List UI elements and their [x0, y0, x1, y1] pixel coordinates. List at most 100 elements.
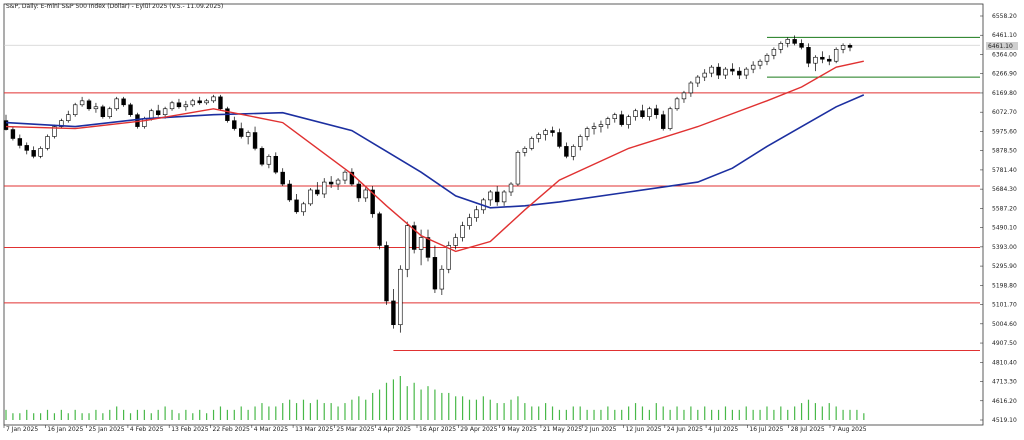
y-tick-label: 6266.90: [992, 71, 1017, 78]
candle-up: [840, 45, 846, 50]
candle-up: [301, 203, 306, 213]
y-axis: 6558.206461.106364.006266.906169.806072.…: [980, 13, 1017, 424]
candle-up: [266, 156, 272, 165]
candle-down: [377, 213, 382, 246]
candle-down: [792, 39, 797, 44]
y-tick-label: 5781.40: [992, 167, 1017, 174]
candle-up: [536, 134, 541, 139]
chart-title: S&P, Daily: E-mini S&P 500 Index (Dollar…: [6, 3, 223, 10]
y-tick-label: 4810.40: [992, 359, 1017, 366]
y-tick-label: 4519.10: [992, 417, 1017, 424]
candle-down: [176, 102, 182, 108]
horizontal-levels: [4, 36, 980, 351]
candle-down: [273, 156, 279, 173]
x-tick-label: 13 Mar 2025: [295, 426, 333, 433]
y-tick-label: 5101.70: [992, 302, 1017, 309]
candle-down: [252, 132, 258, 149]
candle-up: [405, 225, 410, 270]
candle-up: [114, 98, 119, 110]
last-price-label: 6461.10: [988, 43, 1013, 50]
candle-down: [847, 45, 853, 48]
candle-down: [232, 120, 237, 129]
candle-down: [239, 128, 244, 137]
candle-up: [813, 56, 818, 64]
candle-up: [674, 98, 680, 110]
y-tick-label: 4907.50: [992, 340, 1017, 347]
candle-down: [411, 225, 417, 250]
candle-down: [384, 245, 389, 302]
candle-up: [598, 124, 604, 127]
candle-down: [328, 181, 334, 185]
candle-down: [564, 146, 569, 157]
x-tick-label: 25 Jan 2025: [89, 426, 125, 433]
candle-down: [17, 138, 23, 146]
x-tick-label: 13 Feb 2025: [171, 426, 209, 433]
candle-up: [162, 108, 168, 116]
candle-up: [93, 106, 99, 110]
candle-up: [467, 217, 472, 226]
candle-down: [155, 110, 161, 116]
candle-up: [785, 39, 790, 44]
candle-down: [31, 150, 36, 157]
y-tick-label: 6169.80: [992, 90, 1017, 97]
x-tick-label: 16 Jan 2025: [47, 426, 83, 433]
y-tick-label: 5878.50: [992, 148, 1017, 155]
x-tick-label: 2 Jun 2025: [584, 426, 616, 433]
candle-down: [391, 300, 396, 326]
candle-up: [543, 130, 548, 135]
candle-up: [474, 209, 479, 219]
x-tick-label: 4 Jul 2025: [708, 426, 738, 433]
x-tick-label: 25 Mar 2025: [336, 426, 374, 433]
candle-down: [425, 237, 431, 258]
candle-down: [799, 43, 804, 48]
candle-down: [640, 110, 645, 117]
x-tick-label: 7 Aug 2025: [832, 426, 867, 433]
candle-up: [363, 189, 368, 199]
candle-up: [460, 225, 465, 238]
candle-up: [211, 96, 216, 102]
y-tick-label: 5393.00: [992, 244, 1017, 251]
candle-down: [315, 189, 320, 195]
y-tick-label: 5975.60: [992, 128, 1017, 135]
candle-up: [38, 148, 43, 157]
candle-up: [667, 108, 673, 129]
candle-up: [771, 49, 777, 56]
candle-up: [571, 146, 576, 157]
x-tick-label: 4 Mar 2025: [254, 426, 288, 433]
y-tick-label: 5587.20: [992, 205, 1017, 212]
ma-slow-line: [5, 94, 865, 209]
candle-down: [128, 104, 133, 116]
candle-down: [218, 96, 223, 110]
candle-up: [52, 126, 57, 137]
candle-down: [356, 183, 362, 199]
candle-up: [647, 108, 652, 117]
candle-up: [522, 148, 528, 153]
y-tick-label: 6461.10: [992, 32, 1017, 39]
candle-up: [169, 102, 175, 110]
candle-up: [695, 76, 701, 84]
candle-down: [121, 98, 126, 106]
candle-up: [702, 72, 707, 78]
candle-down: [619, 114, 624, 125]
candle-down: [737, 70, 742, 76]
candle-down: [557, 132, 562, 147]
y-tick-label: 5490.10: [992, 225, 1017, 232]
candle-down: [280, 171, 285, 185]
candle-up: [245, 132, 251, 137]
candle-up: [605, 118, 611, 125]
candle-down: [730, 68, 735, 72]
y-tick-label: 6072.70: [992, 109, 1017, 116]
candle-down: [820, 56, 825, 60]
candle-up: [612, 114, 617, 119]
candle-up: [633, 110, 638, 117]
candle-down: [287, 183, 292, 201]
candle-up: [688, 82, 694, 94]
candle-up: [833, 49, 839, 62]
candle-down: [100, 106, 106, 117]
candle-up: [335, 179, 341, 185]
candle-up: [681, 92, 687, 100]
candle-up: [322, 181, 327, 195]
candle-down: [86, 100, 92, 110]
candle-down: [24, 145, 29, 151]
candle-up: [183, 104, 189, 108]
